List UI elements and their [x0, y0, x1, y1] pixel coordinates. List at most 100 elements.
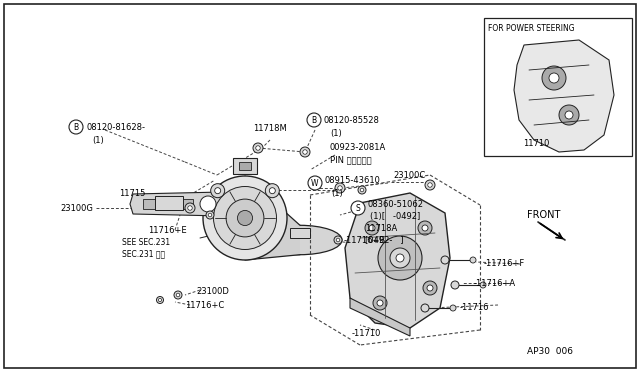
Circle shape	[266, 184, 279, 198]
Circle shape	[565, 111, 573, 119]
Text: PIN ピン（１）: PIN ピン（１）	[330, 155, 372, 164]
Circle shape	[480, 282, 486, 288]
Circle shape	[300, 147, 310, 157]
Circle shape	[237, 211, 253, 225]
Text: (1): (1)	[331, 189, 343, 198]
Text: FRONT: FRONT	[527, 210, 561, 220]
Circle shape	[214, 186, 276, 250]
Circle shape	[360, 188, 364, 192]
Polygon shape	[350, 298, 410, 336]
Text: -11716+F: -11716+F	[484, 260, 525, 269]
Bar	[239, 162, 251, 170]
Circle shape	[226, 199, 264, 237]
Circle shape	[396, 254, 404, 262]
Text: 23100D: 23100D	[196, 286, 229, 295]
Polygon shape	[514, 40, 614, 152]
Circle shape	[157, 296, 163, 304]
Circle shape	[208, 213, 212, 217]
Circle shape	[470, 257, 476, 263]
Text: -11710: -11710	[352, 328, 381, 337]
Circle shape	[269, 188, 275, 194]
Circle shape	[418, 221, 432, 235]
Circle shape	[425, 180, 435, 190]
Text: -11716+A: -11716+A	[474, 279, 516, 289]
Circle shape	[69, 120, 83, 134]
Polygon shape	[345, 193, 450, 328]
Circle shape	[428, 183, 432, 187]
Polygon shape	[245, 176, 300, 260]
Text: 23100C: 23100C	[393, 170, 425, 180]
Circle shape	[390, 248, 410, 268]
Circle shape	[549, 73, 559, 83]
Circle shape	[338, 186, 342, 190]
Circle shape	[185, 203, 195, 213]
Circle shape	[421, 304, 429, 312]
Circle shape	[559, 105, 579, 125]
Text: 11716+C: 11716+C	[185, 301, 224, 310]
Circle shape	[176, 293, 180, 297]
Circle shape	[256, 146, 260, 150]
Text: (1)[   -0492]: (1)[ -0492]	[370, 212, 420, 221]
Circle shape	[200, 196, 216, 212]
Circle shape	[373, 296, 387, 310]
Circle shape	[441, 256, 449, 264]
Circle shape	[351, 201, 365, 215]
Text: 11718M: 11718M	[253, 124, 287, 132]
Circle shape	[369, 225, 375, 231]
Text: SEC.231 番圖: SEC.231 番圖	[122, 250, 165, 259]
Circle shape	[206, 211, 214, 219]
Text: 00923-2081A: 00923-2081A	[330, 142, 387, 151]
Circle shape	[308, 176, 322, 190]
Text: 11715: 11715	[119, 189, 145, 198]
Circle shape	[253, 143, 263, 153]
Text: 08120-85528: 08120-85528	[324, 115, 380, 125]
Circle shape	[174, 291, 182, 299]
Bar	[143, 199, 193, 209]
Text: (1): (1)	[330, 128, 342, 138]
Circle shape	[451, 281, 459, 289]
Text: 08120-81628-: 08120-81628-	[86, 122, 145, 131]
Circle shape	[214, 188, 221, 194]
Circle shape	[542, 66, 566, 90]
Text: B: B	[74, 122, 79, 131]
Circle shape	[335, 183, 345, 193]
Text: 23100G: 23100G	[60, 203, 93, 212]
Text: AP30  006: AP30 006	[527, 347, 573, 356]
Text: -11716: -11716	[460, 302, 490, 311]
Circle shape	[307, 113, 321, 127]
Circle shape	[336, 238, 340, 242]
Circle shape	[450, 305, 456, 311]
Text: 11710: 11710	[523, 138, 549, 148]
Text: (1): (1)	[92, 135, 104, 144]
Circle shape	[203, 176, 287, 260]
Circle shape	[188, 206, 192, 210]
Circle shape	[211, 184, 225, 198]
Bar	[484, 18, 632, 156]
Bar	[290, 228, 310, 238]
Text: [0492-   ]: [0492- ]	[365, 235, 403, 244]
Circle shape	[365, 221, 379, 235]
Text: S: S	[356, 203, 360, 212]
Circle shape	[423, 281, 437, 295]
Text: 08360-51062: 08360-51062	[368, 199, 424, 208]
Circle shape	[377, 300, 383, 306]
Text: 11718A: 11718A	[365, 224, 397, 232]
Text: -11716+B: -11716+B	[344, 235, 387, 244]
Bar	[233, 158, 257, 174]
Circle shape	[427, 285, 433, 291]
Text: 08915-43610: 08915-43610	[325, 176, 381, 185]
Text: FOR POWER STEERING: FOR POWER STEERING	[488, 23, 575, 32]
Circle shape	[334, 236, 342, 244]
Circle shape	[303, 150, 307, 154]
Text: 11716+E: 11716+E	[148, 225, 187, 234]
Circle shape	[159, 298, 161, 302]
Text: SEE SEC.231: SEE SEC.231	[122, 237, 170, 247]
Circle shape	[358, 186, 366, 194]
Circle shape	[422, 225, 428, 231]
Ellipse shape	[258, 225, 342, 255]
Text: B: B	[312, 115, 317, 125]
Circle shape	[378, 236, 422, 280]
Text: W: W	[311, 179, 319, 187]
Polygon shape	[130, 192, 226, 216]
Bar	[155, 196, 183, 210]
